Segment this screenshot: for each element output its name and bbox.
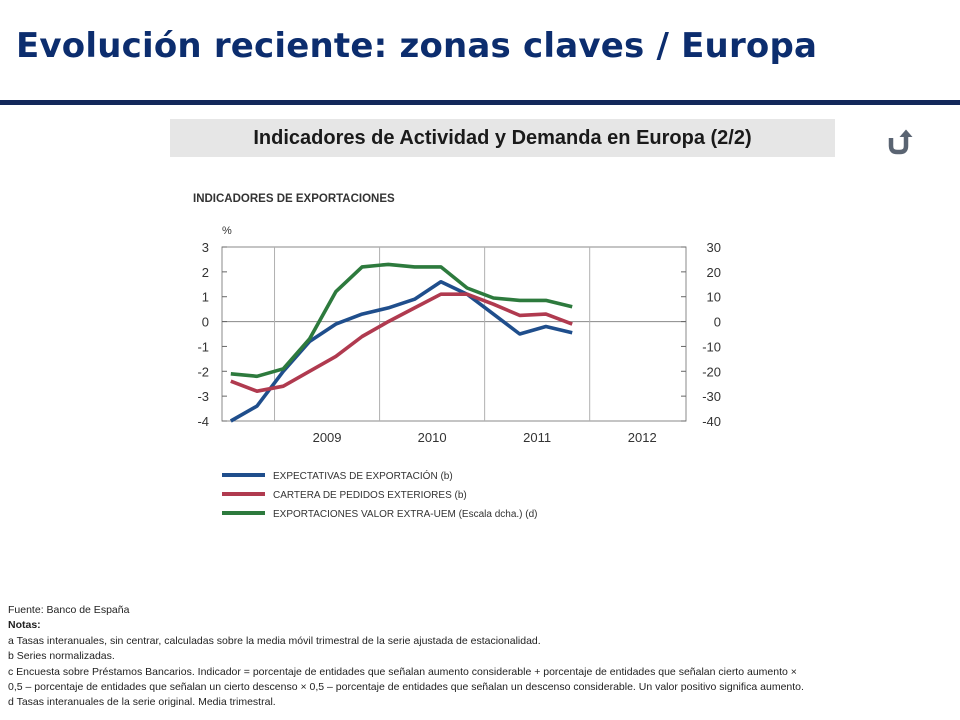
note-d: d Tasas interanuales de la serie origina… [8,696,276,709]
y-right-tick-label: -10 [702,339,721,354]
note-a: a Tasas interanuales, sin centrar, calcu… [8,634,541,647]
series-line-2 [230,292,573,394]
y-left-tick-label: -3 [197,389,209,404]
legend-label-3: EXPORTACIONES VALOR EXTRA-UEM (Escala dc… [273,509,538,520]
page-title: Evolución reciente: zonas claves / Europ… [16,26,818,66]
y-right-tick-label: 30 [707,240,721,255]
y-right-tick-label: 0 [714,315,721,330]
y-axis-unit-label: % [222,225,232,237]
x-tick-label: 2010 [418,430,447,445]
notes-heading: Notas: [8,619,41,632]
plot-frame [221,246,687,422]
y-left-tick-label: -4 [197,414,209,429]
y-right-tick-label: -20 [702,364,721,379]
x-tick-label: 2011 [523,430,551,445]
y-right-tick-label: -30 [702,389,721,404]
legend-label-2: CARTERA DE PEDIDOS EXTERIORES (b) [273,490,467,501]
y-left-tick-label: -2 [197,364,209,379]
source-note: Fuente: Banco de España [8,604,130,616]
y-right-tick-label: 20 [707,265,721,280]
note-b: b Series normalizadas. [8,650,115,663]
note-c-continued: 0,5 – porcentaje de entidades que señala… [8,681,804,694]
notes-block: Fuente: Banco de España Notas: a Tasas i… [8,603,952,711]
y-left-tick-label: 2 [202,265,209,280]
subtitle-banner: Indicadores de Actividad y Demanda en Eu… [170,119,835,157]
y-left-tick-label: 1 [202,290,209,305]
series-line-3 [230,262,573,379]
exports-chart: INDICADORES DE EXPORTACIONES % 3210-1-2-… [193,193,721,520]
subtitle-text: Indicadores de Actividad y Demanda en Eu… [253,126,752,149]
note-c: c Encuesta sobre Préstamos Bancarios. In… [8,665,797,678]
x-tick-label: 2012 [628,430,657,445]
series-line-1 [229,279,573,423]
x-tick-label: 2009 [313,430,342,445]
chart-title: INDICADORES DE EXPORTACIONES [193,193,395,205]
y-right-tick-label: -40 [702,414,721,429]
title-divider [0,100,960,105]
return-arrow-icon[interactable] [884,127,914,157]
y-left-tick-label: -1 [197,339,209,354]
y-left-tick-label: 3 [202,240,209,255]
y-left-tick-label: 0 [202,315,209,330]
y-right-tick-label: 10 [707,290,721,305]
legend-label-1: EXPECTATIVAS DE EXPORTACIÓN (b) [273,469,453,482]
